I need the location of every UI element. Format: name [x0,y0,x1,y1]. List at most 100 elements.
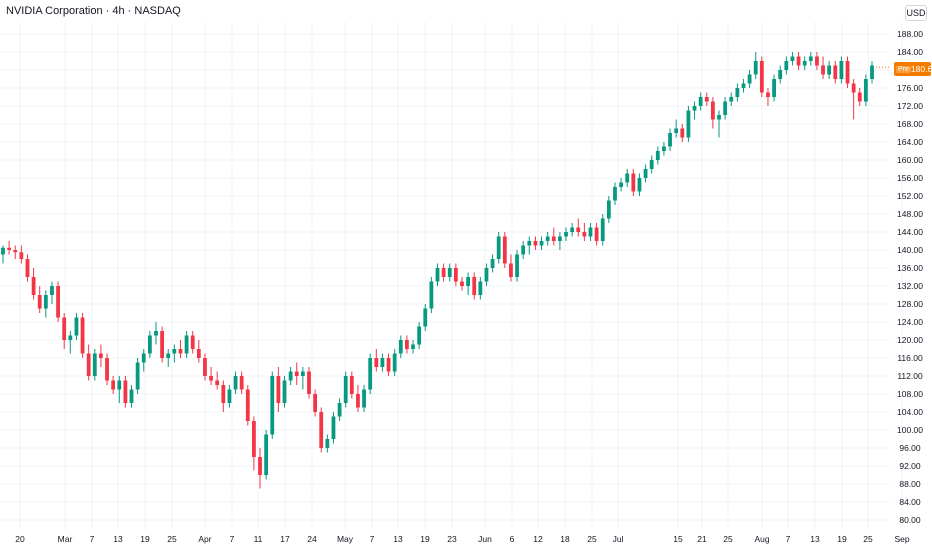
candle-body [135,362,140,390]
y-tick-label: 152.00 [897,191,923,201]
candle-body [294,371,299,376]
y-tick-label: 116.00 [897,353,923,363]
candle-body [423,308,428,327]
candle-body [766,92,770,97]
x-tick-label: May [337,534,354,544]
candle-body [86,353,91,376]
candle-body [827,65,832,75]
y-tick-label: 176.00 [897,83,923,93]
candle-body [594,227,599,241]
candle-body [74,317,79,336]
x-tick-label: 25 [167,534,177,544]
x-tick-label: 25 [587,534,597,544]
candle-body [472,277,477,295]
candle-body [19,252,24,259]
candle-body [147,335,152,354]
candle-body [717,115,721,120]
candle-body [325,439,330,448]
x-tick-label: 17 [280,534,290,544]
candle-body [747,74,752,84]
candle-body [227,389,232,403]
candle-body [606,200,611,219]
candle-body [25,259,30,277]
candle-body [92,353,97,376]
candle-body [411,344,415,349]
candle-body [723,101,728,115]
candle-layer [1,52,890,489]
candle-body [405,340,409,349]
candle-body [337,403,342,417]
x-tick-label: Jul [613,534,624,544]
candle-body [784,61,789,70]
candle-body [62,317,67,340]
x-tick-label: 7 [370,534,375,544]
candle-body [362,389,366,408]
candle-body [649,160,654,169]
candle-body [129,389,134,403]
candle-body [772,79,776,97]
candle-body [863,79,868,102]
candle-body [417,326,422,345]
candle-body [600,218,605,241]
candle-body [839,61,844,79]
y-tick-label: 188.00 [897,29,923,39]
last-price-value: 180.62 [910,64,932,74]
candle-body [392,353,397,372]
candle-body [380,358,385,367]
candle-body [215,380,220,385]
y-tick-label: 128.00 [897,299,923,309]
y-tick-label: 96.00 [899,443,921,453]
candle-body [643,169,648,178]
y-tick-label: 160.00 [897,155,923,165]
x-tick-label: 20 [15,534,25,544]
candle-body [815,56,819,66]
y-tick-label: 172.00 [897,101,923,111]
x-tick-label: 23 [447,534,457,544]
y-tick-label: 80.00 [899,515,921,525]
price-badge: Pre 180.62 [894,62,932,76]
candle-body [790,56,795,61]
candle-body [398,340,403,354]
candle-body [56,286,60,318]
candle-body [539,241,544,246]
candle-body [264,434,269,475]
candle-body [435,268,440,282]
currency-button[interactable]: USD [905,5,927,21]
candle-body [331,416,336,439]
candle-body [735,88,740,97]
y-tick-label: 88.00 [899,479,921,489]
candle-body [111,380,116,390]
candle-body [625,173,630,183]
candle-body [453,268,458,282]
y-tick-label: 124.00 [897,317,923,327]
candle-body [31,277,36,295]
candle-body [704,97,709,102]
candle-body [637,178,642,192]
candle-body [662,146,666,151]
candle-body [680,128,685,138]
x-tick-label: 13 [113,534,123,544]
candle-body [674,128,679,133]
candle-body [160,331,165,358]
candle-body [319,412,324,448]
candle-body [166,353,171,358]
candle-body [478,281,483,295]
candle-body [123,380,128,403]
y-tick-label: 156.00 [897,173,923,183]
candle-body [729,97,734,102]
x-tick-label: 7 [786,534,791,544]
candle-body [99,353,103,358]
y-tick-label: 144.00 [897,227,923,237]
candle-body [484,268,489,282]
candle-body [258,457,262,475]
candle-body [349,376,354,394]
candle-body [576,227,581,232]
candle-body [184,335,189,354]
candle-body [515,254,519,277]
candle-body [447,268,452,277]
candle-body [655,151,660,160]
candle-body [80,317,85,354]
x-axis: 20 Mar 7 13 19 25 Apr 7 11 17 24 May 7 13 19 23 Jun 6 12 18… [15,534,910,544]
x-tick-label: 19 [420,534,430,544]
